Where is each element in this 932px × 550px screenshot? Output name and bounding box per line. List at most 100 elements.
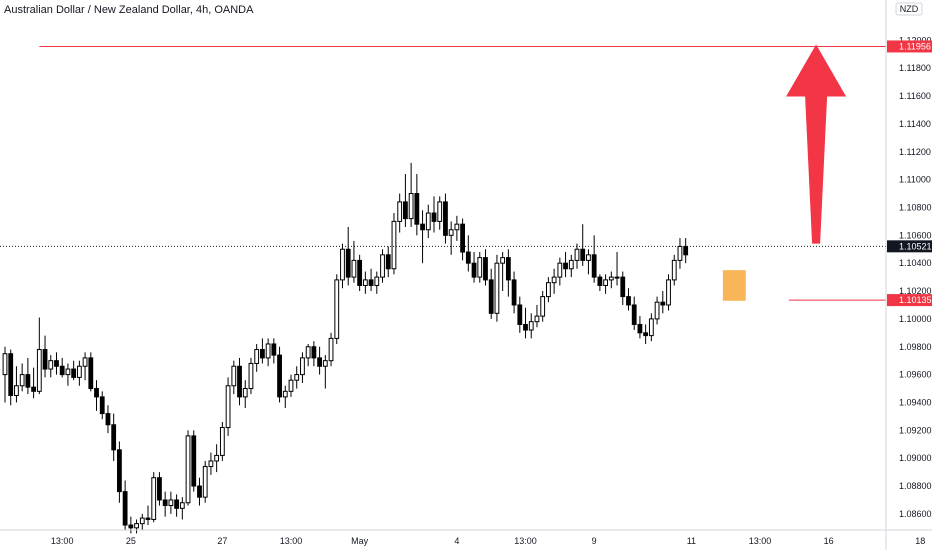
candle-body bbox=[139, 517, 145, 525]
candle bbox=[31, 367, 37, 399]
candle-body bbox=[540, 296, 546, 317]
candle-body bbox=[494, 262, 500, 314]
candle-body bbox=[242, 388, 248, 398]
candle bbox=[334, 274, 340, 344]
candle bbox=[25, 357, 31, 395]
candle-body bbox=[511, 279, 517, 306]
candle bbox=[631, 296, 637, 331]
candle bbox=[551, 268, 557, 294]
candle bbox=[231, 360, 237, 395]
candle bbox=[671, 254, 677, 286]
candle bbox=[162, 491, 168, 517]
candle bbox=[425, 204, 431, 239]
y-tick-label: 1.08800 bbox=[899, 481, 932, 491]
candle bbox=[185, 430, 191, 506]
candle bbox=[357, 254, 363, 292]
y-tick-label: 1.10200 bbox=[899, 286, 932, 296]
candle-body bbox=[420, 223, 425, 231]
candle bbox=[48, 355, 54, 378]
candle-body bbox=[265, 343, 271, 359]
candle bbox=[643, 324, 649, 344]
candle bbox=[208, 452, 214, 475]
x-tick-label: 27 bbox=[217, 536, 227, 546]
candle-body bbox=[294, 374, 300, 381]
candle-body bbox=[71, 368, 77, 378]
candle bbox=[288, 374, 294, 397]
x-tick-label: 11 bbox=[687, 536, 696, 546]
candle-body bbox=[54, 360, 59, 367]
x-tick-label: May bbox=[351, 536, 369, 546]
y-tick-label: 1.09800 bbox=[899, 342, 932, 352]
candle bbox=[660, 291, 666, 314]
candle bbox=[483, 249, 488, 286]
candle-body bbox=[31, 386, 37, 392]
y-tick-label: 1.08600 bbox=[899, 509, 932, 519]
candle-body bbox=[311, 346, 317, 359]
candle-body bbox=[603, 279, 609, 286]
candle bbox=[397, 193, 403, 233]
candle bbox=[534, 304, 540, 328]
candle-body bbox=[488, 279, 494, 314]
candle bbox=[437, 196, 443, 230]
chart-title: Australian Dollar / New Zealand Dollar, … bbox=[4, 4, 254, 16]
candle bbox=[683, 238, 689, 264]
candle-body bbox=[42, 349, 48, 370]
candle bbox=[591, 235, 597, 283]
candle-body bbox=[48, 360, 54, 370]
candle-body bbox=[197, 485, 202, 498]
candle bbox=[414, 174, 420, 236]
candle bbox=[168, 491, 174, 514]
candle bbox=[242, 380, 248, 409]
candle-body bbox=[614, 276, 620, 279]
candles bbox=[2, 162, 689, 534]
candle-body bbox=[591, 254, 597, 278]
chart-overlays bbox=[0, 44, 886, 247]
candle bbox=[277, 346, 282, 403]
candle-body bbox=[403, 201, 408, 220]
candle-body bbox=[162, 499, 168, 507]
candle bbox=[511, 271, 517, 314]
candle-body bbox=[648, 318, 654, 337]
candle bbox=[202, 460, 208, 503]
candle-body bbox=[76, 365, 82, 378]
candle-body bbox=[408, 193, 414, 220]
candle bbox=[328, 332, 334, 367]
candle bbox=[666, 274, 671, 311]
candle bbox=[151, 472, 157, 523]
x-tick-label: 4 bbox=[454, 536, 459, 546]
candle bbox=[443, 193, 448, 244]
x-tick-label: 25 bbox=[126, 536, 136, 546]
candle bbox=[540, 291, 546, 322]
candle-body bbox=[626, 296, 631, 306]
candle-body bbox=[551, 276, 557, 284]
candle bbox=[494, 254, 500, 322]
candle-body bbox=[254, 349, 260, 364]
candle bbox=[626, 288, 631, 311]
candle-body bbox=[574, 248, 580, 261]
candle-body bbox=[88, 357, 94, 390]
candle-body bbox=[168, 499, 174, 507]
candle bbox=[374, 271, 380, 294]
price-badge-bg bbox=[887, 40, 932, 53]
candle bbox=[219, 421, 225, 461]
candle-body bbox=[528, 321, 534, 331]
candle bbox=[597, 274, 603, 292]
candle-body bbox=[59, 365, 65, 376]
candle bbox=[431, 196, 437, 233]
candle bbox=[99, 391, 105, 420]
candle-body bbox=[191, 435, 197, 487]
candle bbox=[54, 352, 59, 375]
candle bbox=[237, 357, 242, 406]
price-badge-bg bbox=[887, 240, 932, 253]
last-price-badge: 1.10521 bbox=[887, 240, 932, 253]
candle bbox=[65, 363, 71, 386]
candle bbox=[557, 257, 563, 286]
candle-body bbox=[2, 353, 8, 376]
highlight-box bbox=[722, 270, 746, 301]
candle bbox=[574, 243, 580, 269]
up-arrow bbox=[786, 44, 847, 244]
candle bbox=[157, 472, 162, 506]
candle-body bbox=[25, 374, 31, 388]
